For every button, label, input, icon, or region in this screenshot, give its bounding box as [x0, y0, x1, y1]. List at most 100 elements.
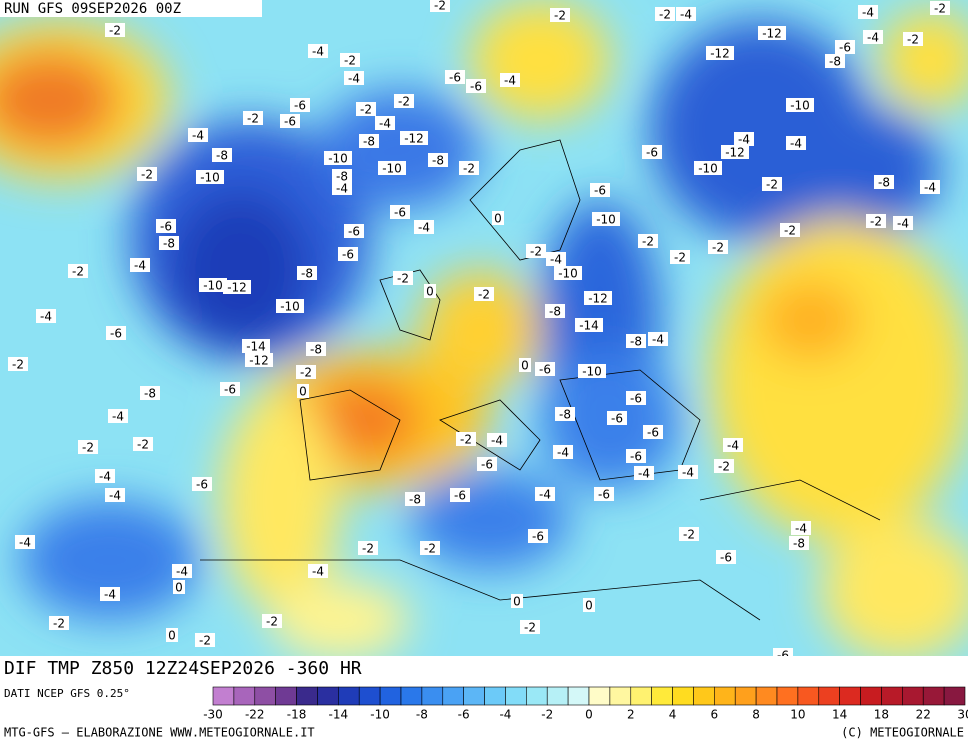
contour-label: -2 — [424, 542, 436, 556]
contour-label-box — [332, 169, 352, 183]
contour-label: -2 — [362, 542, 374, 556]
colorbar-swatch — [818, 686, 840, 706]
contour-label-box — [296, 365, 316, 379]
contour-label-box — [791, 521, 811, 535]
contour-label-box — [68, 264, 88, 278]
contour-label: 0 — [168, 629, 176, 643]
colorbar-swatch — [630, 686, 652, 706]
contour-label: -4 — [112, 410, 124, 424]
contour-label: -6 — [294, 99, 306, 113]
contour-label-box — [280, 114, 300, 128]
contour-label-box — [324, 151, 352, 165]
contour-label-box — [8, 357, 28, 371]
contour-label: -4 — [99, 470, 111, 484]
contour-label: -2 — [718, 460, 730, 474]
contour-label: -2 — [109, 24, 121, 38]
colorbar-swatch — [546, 686, 569, 706]
contour-label-box — [130, 258, 150, 272]
contour-label: -6 — [449, 71, 461, 85]
contour-label-box — [400, 131, 428, 145]
contour-label: -4 — [790, 137, 802, 151]
contour-label-box — [648, 332, 668, 346]
contour-label-box — [297, 266, 317, 280]
contour-label-box — [262, 614, 282, 628]
contour-label-box — [172, 564, 192, 578]
contour-label: -10 — [203, 279, 223, 293]
contour-label: -10 — [790, 99, 810, 113]
contour-label-box — [105, 23, 125, 37]
colorbar-tick-label: 2 — [627, 708, 635, 722]
contour-label: -4 — [738, 133, 750, 147]
colorbar-tick-label: 18 — [874, 708, 889, 722]
colorbar-swatch — [400, 686, 423, 706]
contour-label-box — [676, 7, 696, 21]
contour-label-box — [106, 326, 126, 340]
colorbar-swatch — [463, 686, 485, 706]
contour-label: -4 — [682, 466, 694, 480]
contour-label-box — [655, 7, 675, 21]
contour-label-box — [643, 425, 663, 439]
contour-label: -2 — [524, 621, 536, 635]
contour-label-box — [578, 364, 606, 378]
contour-label-box — [535, 362, 555, 376]
contour-label: -4 — [727, 439, 739, 453]
colorbar-tick-label: -10 — [370, 708, 390, 722]
contour-label: -6 — [481, 458, 493, 472]
contour-label-box — [424, 284, 436, 298]
contour-label-box — [166, 628, 178, 642]
contour-label-box — [332, 181, 352, 195]
colorbar-tick-label: -14 — [329, 708, 349, 722]
colorbar-swatch — [693, 686, 715, 706]
contour-label-box — [592, 212, 620, 226]
contour-label-box — [679, 527, 699, 541]
colorbar-swatch — [776, 686, 799, 706]
contour-label: -6 — [720, 551, 732, 565]
contour-label-box — [159, 236, 179, 250]
contour-label: -2 — [766, 178, 778, 192]
contour-label-box — [594, 487, 614, 501]
contour-label: -8 — [630, 335, 642, 349]
contour-label: -14 — [579, 319, 599, 333]
contour-label: -4 — [312, 565, 324, 579]
contour-label-box — [835, 40, 855, 54]
contour-label: -6 — [611, 412, 623, 426]
contour-label: -4 — [176, 565, 188, 579]
contour-label-box — [920, 180, 940, 194]
contour-label: -10 — [382, 162, 402, 176]
contour-label: -4 — [539, 488, 551, 502]
contour-label: 0 — [513, 595, 521, 609]
contour-label: -4 — [638, 467, 650, 481]
contour-label-box — [394, 94, 414, 108]
contour-label-box — [930, 1, 950, 15]
contour-label: -2 — [344, 54, 356, 68]
colorbar-swatch — [714, 686, 736, 706]
contour-label: -2 — [397, 272, 409, 286]
credit-label: MTG-GFS — ELABORAZIONE WWW.METEOGIORNALE… — [4, 726, 315, 740]
contour-label-box — [306, 342, 326, 356]
colorbar-swatch — [212, 686, 235, 706]
contour-label: -2 — [642, 235, 654, 249]
colorbar-tick-label: 4 — [669, 708, 677, 722]
contour-label-box — [893, 216, 913, 230]
colorbar-swatch — [358, 686, 381, 706]
source-label: DATI NCEP GFS 0.25° — [4, 687, 130, 700]
contour-label: -6 — [394, 206, 406, 220]
contour-label: -6 — [196, 478, 208, 492]
contour-label: -2 — [478, 288, 490, 302]
contour-label-box — [670, 250, 690, 264]
contour-label: -6 — [598, 488, 610, 502]
run-label: RUN GFS 09SEP2026 00Z — [4, 1, 181, 17]
contour-label: -4 — [680, 8, 692, 22]
contour-label: -12 — [588, 292, 608, 306]
contour-label-box — [192, 477, 212, 491]
contour-label: -2 — [398, 95, 410, 109]
colorbar-swatch — [338, 686, 360, 706]
contour-label: -4 — [491, 434, 503, 448]
contour-label-box — [243, 111, 263, 125]
contour-label-box — [428, 153, 448, 167]
contour-label-box — [866, 214, 886, 228]
contour-label-box — [466, 79, 486, 93]
contour-label: -6 — [630, 392, 642, 406]
colorbar-swatch — [881, 686, 903, 706]
